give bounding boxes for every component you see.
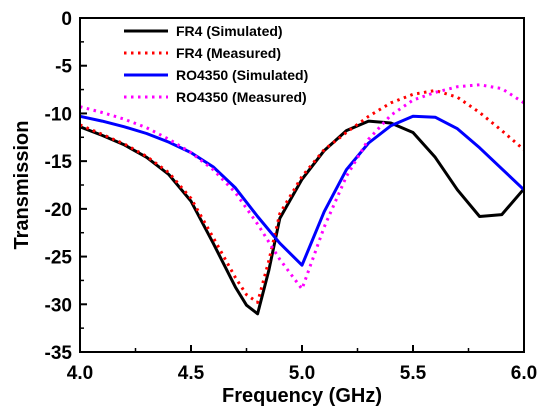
legend: FR4 (Simulated) FR4 (Measured) RO4350 (Sim… <box>124 23 308 105</box>
legend-label-1: FR4 (Measured) <box>176 45 281 61</box>
x-tick-label: 4.5 <box>178 363 205 384</box>
legend-label-3: RO4350 (Measured) <box>176 89 307 105</box>
x-tick-label: 5.0 <box>289 363 315 384</box>
x-tick-label: 4.0 <box>67 363 93 384</box>
plot-area <box>79 83 526 316</box>
x-tick-label: 6.0 <box>511 363 537 384</box>
y-tick-label: -25 <box>45 248 73 269</box>
y-tick-label: -5 <box>55 57 72 78</box>
axis-ticks: 4.0 4.5 5.0 5.5 6.0 0 -5 -10 -15 -20 -25 -30 -35 <box>45 9 538 384</box>
y-axis-label: Transmission <box>11 121 33 250</box>
legend-label-0: FR4 (Simulated) <box>176 23 283 39</box>
y-tick-label: 0 <box>61 9 72 30</box>
x-axis-label: Frequency (GHz) <box>222 385 382 407</box>
y-tick-label: -30 <box>45 295 72 316</box>
legend-label-2: RO4350 (Simulated) <box>176 67 308 83</box>
y-tick-label: -15 <box>45 152 73 173</box>
series-line-2 <box>79 114 526 267</box>
x-tick-label: 5.5 <box>400 363 427 384</box>
series-line-1 <box>79 89 525 304</box>
y-tick-label: -20 <box>45 200 72 221</box>
series-line-3 <box>79 83 525 291</box>
y-tick-label: -10 <box>45 104 72 125</box>
plot-frame <box>79 17 525 353</box>
y-tick-label: -35 <box>45 343 73 364</box>
